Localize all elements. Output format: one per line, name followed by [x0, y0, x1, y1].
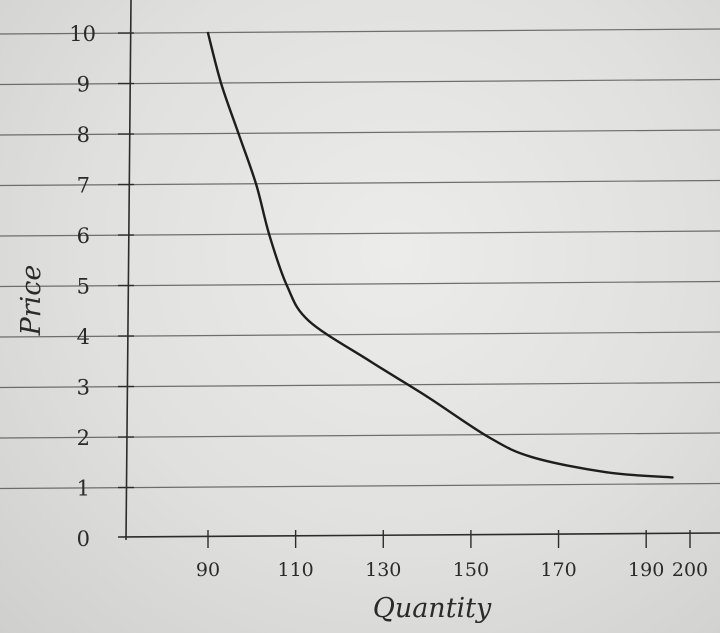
ruled-line — [0, 28, 720, 35]
ruled-line — [0, 381, 720, 389]
x-tick-labels: 90 110 130 150 170 190 200 — [196, 530, 708, 581]
y-tick-label: 7 — [77, 174, 90, 198]
y-tick-label: 4 — [77, 325, 90, 349]
x-tick-label: 190 — [628, 559, 664, 581]
ruled-line — [0, 432, 720, 439]
y-tick-label: 3 — [77, 376, 90, 400]
x-tick-label: 170 — [540, 559, 576, 581]
y-tick-label: 9 — [77, 73, 90, 97]
curve-point — [425, 395, 429, 398]
curve-point — [671, 476, 674, 479]
curve-point — [369, 360, 372, 363]
x-tick-label: 110 — [278, 559, 314, 581]
curve-point — [206, 31, 210, 35]
y-tick-labels: 0 1 2 3 4 5 6 7 8 9 10 — [69, 22, 134, 551]
curve-point — [268, 233, 271, 237]
y-tick-label: 1 — [77, 477, 90, 501]
y-axis-title: Price — [16, 265, 47, 337]
curve-point — [307, 319, 310, 322]
x-tick-label: 200 — [672, 559, 708, 581]
curve-point — [531, 456, 534, 459]
curve-point — [487, 435, 490, 439]
ruled-line — [0, 280, 720, 288]
y-tick-label: 6 — [77, 224, 90, 248]
curve-point — [285, 284, 288, 287]
y-tick-label: 5 — [77, 275, 90, 299]
x-axis — [117, 532, 720, 538]
ruled-line — [0, 482, 720, 490]
ruled-lines — [0, 28, 720, 490]
x-tick-label: 90 — [196, 559, 220, 581]
ruled-line — [0, 331, 720, 338]
y-tick-label: 2 — [77, 426, 90, 450]
series-layer — [206, 31, 674, 479]
curve-point — [605, 471, 608, 474]
ruled-line — [0, 179, 720, 187]
y-tick-label: 10 — [69, 22, 96, 46]
ruled-line — [0, 78, 720, 86]
curve-point — [237, 132, 240, 136]
y-axis — [125, 0, 132, 541]
curve-point — [255, 183, 258, 186]
y-tick-label: 0 — [77, 527, 90, 551]
curve-point — [220, 82, 223, 85]
x-tick-label: 150 — [453, 559, 489, 581]
x-tick-label: 130 — [365, 559, 401, 581]
axes — [117, 0, 720, 541]
y-tick-label: 8 — [77, 123, 90, 147]
ruled-line — [0, 129, 720, 136]
x-axis-title: Quantity — [373, 593, 492, 624]
demand-curve-line — [206, 31, 674, 479]
ruled-line — [0, 230, 720, 237]
